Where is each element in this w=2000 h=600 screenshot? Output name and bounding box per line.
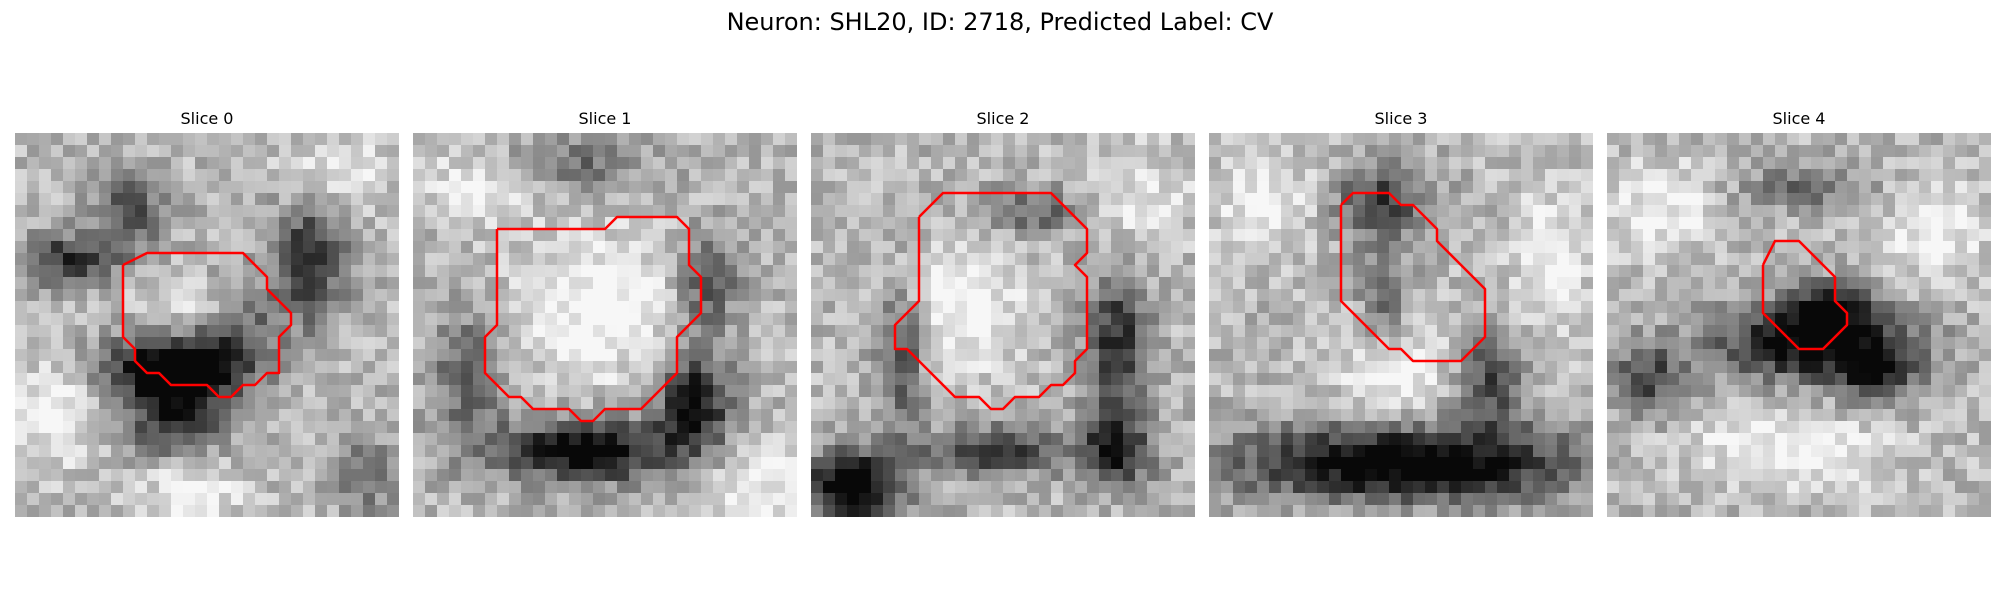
slice-title: Slice 1 <box>578 109 632 128</box>
slice-title: Slice 0 <box>180 109 234 128</box>
slice-image-svg <box>811 133 1195 517</box>
slice-image-svg <box>1209 133 1593 517</box>
slice-title: Slice 2 <box>976 109 1030 128</box>
figure-title: Neuron: SHL20, ID: 2718, Predicted Label… <box>726 8 1274 36</box>
predicted-contour <box>121 251 293 399</box>
slice-image <box>811 133 1195 517</box>
predicted-contour <box>1761 239 1849 351</box>
slice-image <box>15 133 399 517</box>
slice-image <box>1209 133 1593 517</box>
slice-image-svg <box>15 133 399 517</box>
slice-title: Slice 3 <box>1374 109 1428 128</box>
slice-image <box>413 133 797 517</box>
slice-image-svg <box>413 133 797 517</box>
slice-image-svg <box>1607 133 1991 517</box>
predicted-contour <box>483 215 703 423</box>
predicted-contour <box>1339 191 1487 363</box>
predicted-contour <box>893 191 1089 411</box>
slice-title: Slice 4 <box>1772 109 1826 128</box>
slice-image <box>1607 133 1991 517</box>
